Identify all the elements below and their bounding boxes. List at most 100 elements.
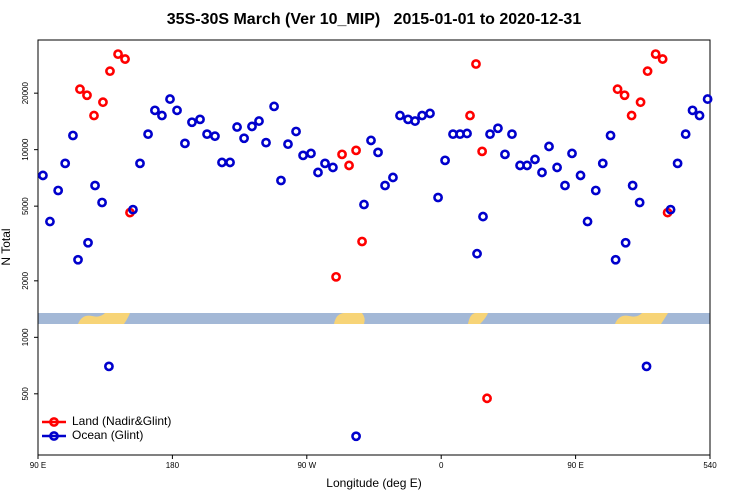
- point: [650, 49, 661, 59]
- point: [344, 160, 354, 171]
- point: [165, 94, 175, 104]
- point: [187, 117, 197, 128]
- point: [590, 185, 601, 196]
- point: [232, 122, 242, 132]
- point: [359, 199, 369, 210]
- legend-label: Ocean (Glint): [72, 428, 143, 442]
- point: [157, 110, 167, 121]
- point: [83, 237, 93, 248]
- point: [522, 160, 532, 171]
- point: [694, 110, 705, 121]
- point: [306, 148, 316, 159]
- point: [202, 129, 212, 140]
- point: [89, 110, 99, 121]
- x-tick-label: 180: [166, 461, 180, 470]
- point: [680, 129, 691, 140]
- point: [702, 94, 713, 104]
- point: [410, 116, 420, 126]
- point: [113, 49, 123, 59]
- point: [642, 66, 653, 77]
- point: [331, 271, 341, 282]
- point: [493, 123, 503, 134]
- point: [380, 180, 390, 191]
- map-strip: [38, 313, 710, 324]
- point: [313, 167, 323, 178]
- point: [128, 204, 138, 215]
- point: [627, 180, 638, 191]
- point: [97, 197, 107, 208]
- point: [351, 431, 361, 442]
- point: [210, 131, 220, 142]
- point: [626, 110, 637, 121]
- point: [291, 126, 301, 137]
- point: [537, 167, 547, 178]
- point: [619, 90, 630, 101]
- point: [425, 108, 435, 119]
- point: [320, 158, 330, 169]
- point: [560, 180, 570, 191]
- point: [68, 130, 78, 141]
- point: [60, 158, 71, 169]
- point: [388, 172, 398, 183]
- point: [135, 158, 145, 169]
- point: [373, 147, 383, 158]
- point: [337, 149, 347, 160]
- point: [104, 361, 114, 372]
- point: [657, 54, 668, 64]
- point: [567, 148, 577, 159]
- point: [120, 54, 130, 64]
- point: [38, 170, 48, 181]
- point: [73, 254, 83, 265]
- point: [195, 114, 205, 125]
- point: [417, 110, 427, 121]
- point: [507, 129, 517, 140]
- point: [575, 170, 586, 181]
- x-axis-label: Longitude (deg E): [326, 476, 421, 490]
- point: [357, 236, 367, 247]
- point: [530, 154, 540, 165]
- point: [45, 216, 55, 227]
- point: [433, 192, 443, 203]
- point: [276, 175, 286, 186]
- point: [641, 361, 652, 372]
- point: [477, 146, 488, 157]
- point: [478, 211, 488, 222]
- point: [82, 90, 92, 101]
- point: [440, 155, 450, 166]
- point: [687, 105, 698, 116]
- chart-title: 35S-30S March (Ver 10_MIP) 2015-01-01 to…: [167, 11, 582, 28]
- point: [247, 121, 257, 132]
- point: [75, 84, 85, 95]
- point: [482, 393, 492, 404]
- point: [217, 157, 227, 168]
- point: [298, 150, 308, 161]
- y-tick-label: 5000: [21, 197, 30, 215]
- point: [485, 129, 495, 140]
- point: [462, 128, 472, 139]
- plot-frame: [37, 39, 711, 456]
- legend-marker: [49, 417, 59, 427]
- point: [254, 116, 264, 126]
- point: [665, 204, 676, 215]
- point: [328, 162, 338, 173]
- point: [239, 133, 249, 144]
- point: [465, 110, 475, 121]
- point: [605, 130, 616, 141]
- x-tick-label: 0: [439, 461, 444, 470]
- point: [610, 254, 621, 265]
- point: [283, 139, 293, 150]
- point: [395, 110, 405, 121]
- point: [351, 145, 361, 156]
- point: [612, 84, 623, 95]
- y-tick-label: 10000: [21, 138, 30, 161]
- y-tick-label: 1000: [21, 328, 30, 346]
- point: [150, 105, 160, 116]
- x-tick-label: 90 E: [30, 461, 46, 470]
- point: [472, 248, 482, 259]
- x-tick-label: 540: [703, 461, 717, 470]
- x-tick-label: 90 E: [567, 461, 583, 470]
- point: [635, 97, 646, 108]
- point: [582, 216, 593, 227]
- point: [90, 180, 100, 191]
- point: [225, 157, 235, 168]
